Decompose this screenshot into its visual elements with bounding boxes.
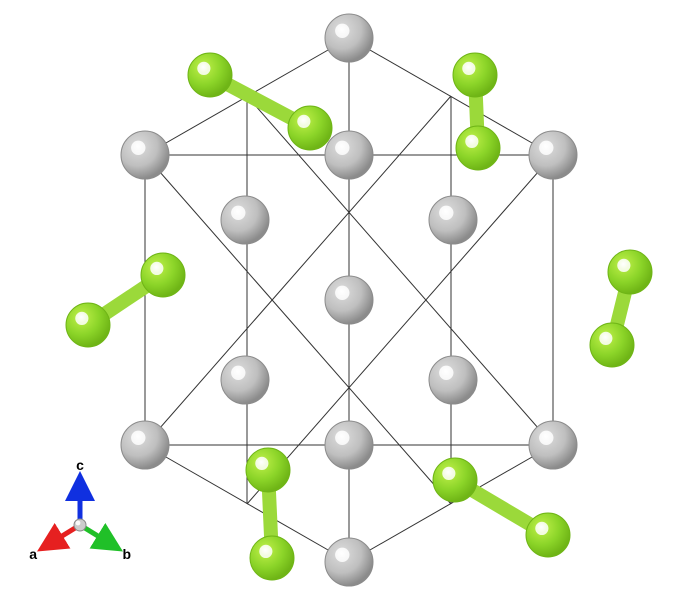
axis-origin-sphere (74, 519, 86, 531)
atom-grey (325, 14, 373, 62)
atom-green (433, 458, 477, 502)
atom-green (590, 323, 634, 367)
atom-grey (325, 538, 373, 586)
axis-label-b: b (123, 546, 132, 562)
atom-grey (121, 421, 169, 469)
atom-green (66, 303, 110, 347)
atom-grey (221, 196, 269, 244)
atom-green (453, 53, 497, 97)
atom-green (188, 53, 232, 97)
atom-green (288, 106, 332, 150)
atom-grey (325, 276, 373, 324)
atom-green (141, 253, 185, 297)
axis-label-c: c (76, 457, 84, 473)
atom-grey (429, 356, 477, 404)
atom-grey (121, 131, 169, 179)
atom-grey (325, 131, 373, 179)
atom-green (250, 536, 294, 580)
atoms (66, 14, 652, 586)
atom-green (456, 126, 500, 170)
axis-label-a: a (29, 546, 37, 562)
atom-grey (529, 421, 577, 469)
atom-grey (429, 196, 477, 244)
atom-green (526, 513, 570, 557)
atom-green (608, 250, 652, 294)
atom-grey (221, 356, 269, 404)
atom-grey (325, 421, 373, 469)
crystal-structure-diagram: a b c (0, 0, 698, 600)
atom-green (246, 448, 290, 492)
atom-grey (529, 131, 577, 179)
axis-tripod: a b c (29, 457, 131, 562)
